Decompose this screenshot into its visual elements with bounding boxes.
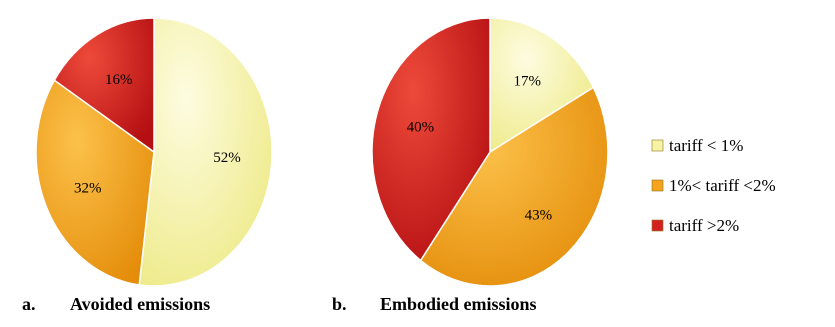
caption-b-letter: b. xyxy=(332,294,347,314)
avoided-slice-1 xyxy=(138,17,273,287)
legend: tariff < 1% 1%< tariff <2% tariff >2% xyxy=(651,136,776,235)
avoided-slice-3-label: 16% xyxy=(105,72,133,88)
embodied-slice-1-label: 17% xyxy=(513,74,541,90)
embodied-slice-3 xyxy=(371,17,491,262)
avoided-slice-2-label: 32% xyxy=(74,180,102,196)
legend-label-1: tariff < 1% xyxy=(669,136,743,155)
legend-swatch-1 xyxy=(651,139,664,152)
caption-a: a. Avoided emissions xyxy=(22,294,210,315)
caption-b: b. Embodied emissions xyxy=(332,294,537,315)
embodied-slice-1 xyxy=(489,17,595,154)
legend-swatch-3 xyxy=(651,219,664,232)
legend-label-3: tariff >2% xyxy=(669,216,739,235)
embodied-slice-2 xyxy=(419,86,609,287)
caption-a-letter: a. xyxy=(22,294,36,314)
legend-swatch-2 xyxy=(651,179,664,192)
embodied-slice-2-label: 43% xyxy=(525,207,553,223)
legend-label-2: 1%< tariff <2% xyxy=(669,176,776,195)
embodied-slice-3-label: 40% xyxy=(407,119,435,135)
caption-b-text: Embodied emissions xyxy=(380,294,537,314)
avoided-slice-1-label: 52% xyxy=(213,150,241,166)
avoided-slice-3 xyxy=(53,17,155,154)
caption-a-text: Avoided emissions xyxy=(70,294,211,314)
